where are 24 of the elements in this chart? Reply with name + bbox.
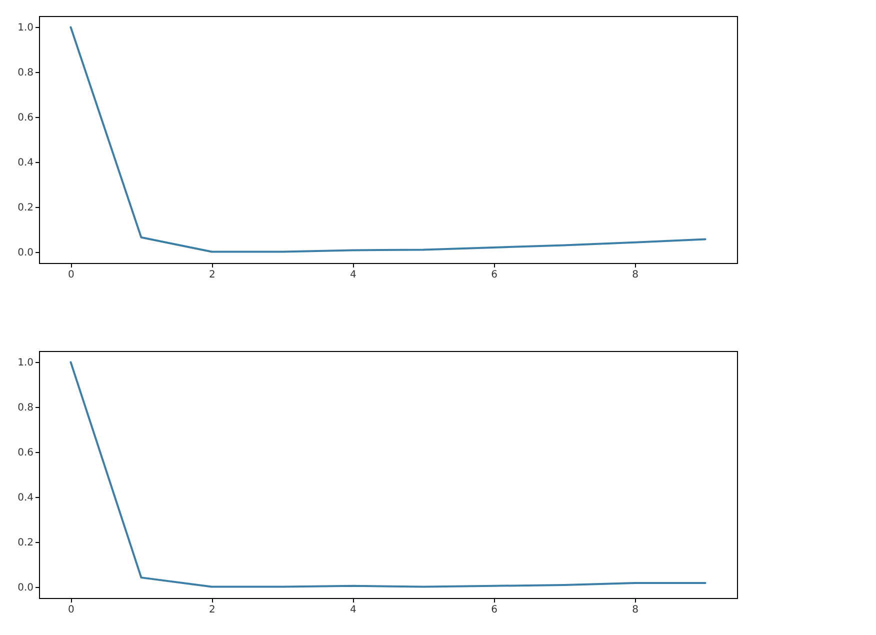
x-tick-label: 2 (209, 604, 216, 616)
x-tick-label: 0 (68, 270, 74, 280)
x-tick-label: 4 (350, 270, 356, 280)
y-tick-label: 1.0 (18, 358, 34, 369)
x-tick-label: 8 (632, 604, 638, 616)
y-tick-label: 0.0 (18, 582, 34, 594)
y-tick-label: 0.2 (18, 537, 34, 548)
y-tick-label: 0.6 (18, 112, 34, 124)
x-tick-label: 8 (632, 270, 638, 280)
x-tick-label: 6 (491, 604, 498, 616)
y-tick-label: 0.8 (18, 68, 34, 79)
x-tick-label: 6 (491, 270, 498, 280)
y-tick-label: 0.2 (18, 202, 34, 214)
x-tick-label: 4 (350, 604, 356, 616)
y-tick-label: 0.4 (18, 157, 34, 168)
y-tick-label: 0.6 (18, 448, 34, 459)
x-tick-label: 2 (209, 270, 216, 280)
x-tick-label: 0 (68, 604, 74, 616)
y-tick-label: 0.4 (18, 492, 34, 504)
y-tick-label: 1.0 (18, 22, 34, 34)
y-tick-label: 0.8 (18, 402, 34, 414)
y-tick-label: 0.0 (18, 247, 34, 258)
line-series (70, 26, 706, 253)
line-series (70, 361, 706, 588)
